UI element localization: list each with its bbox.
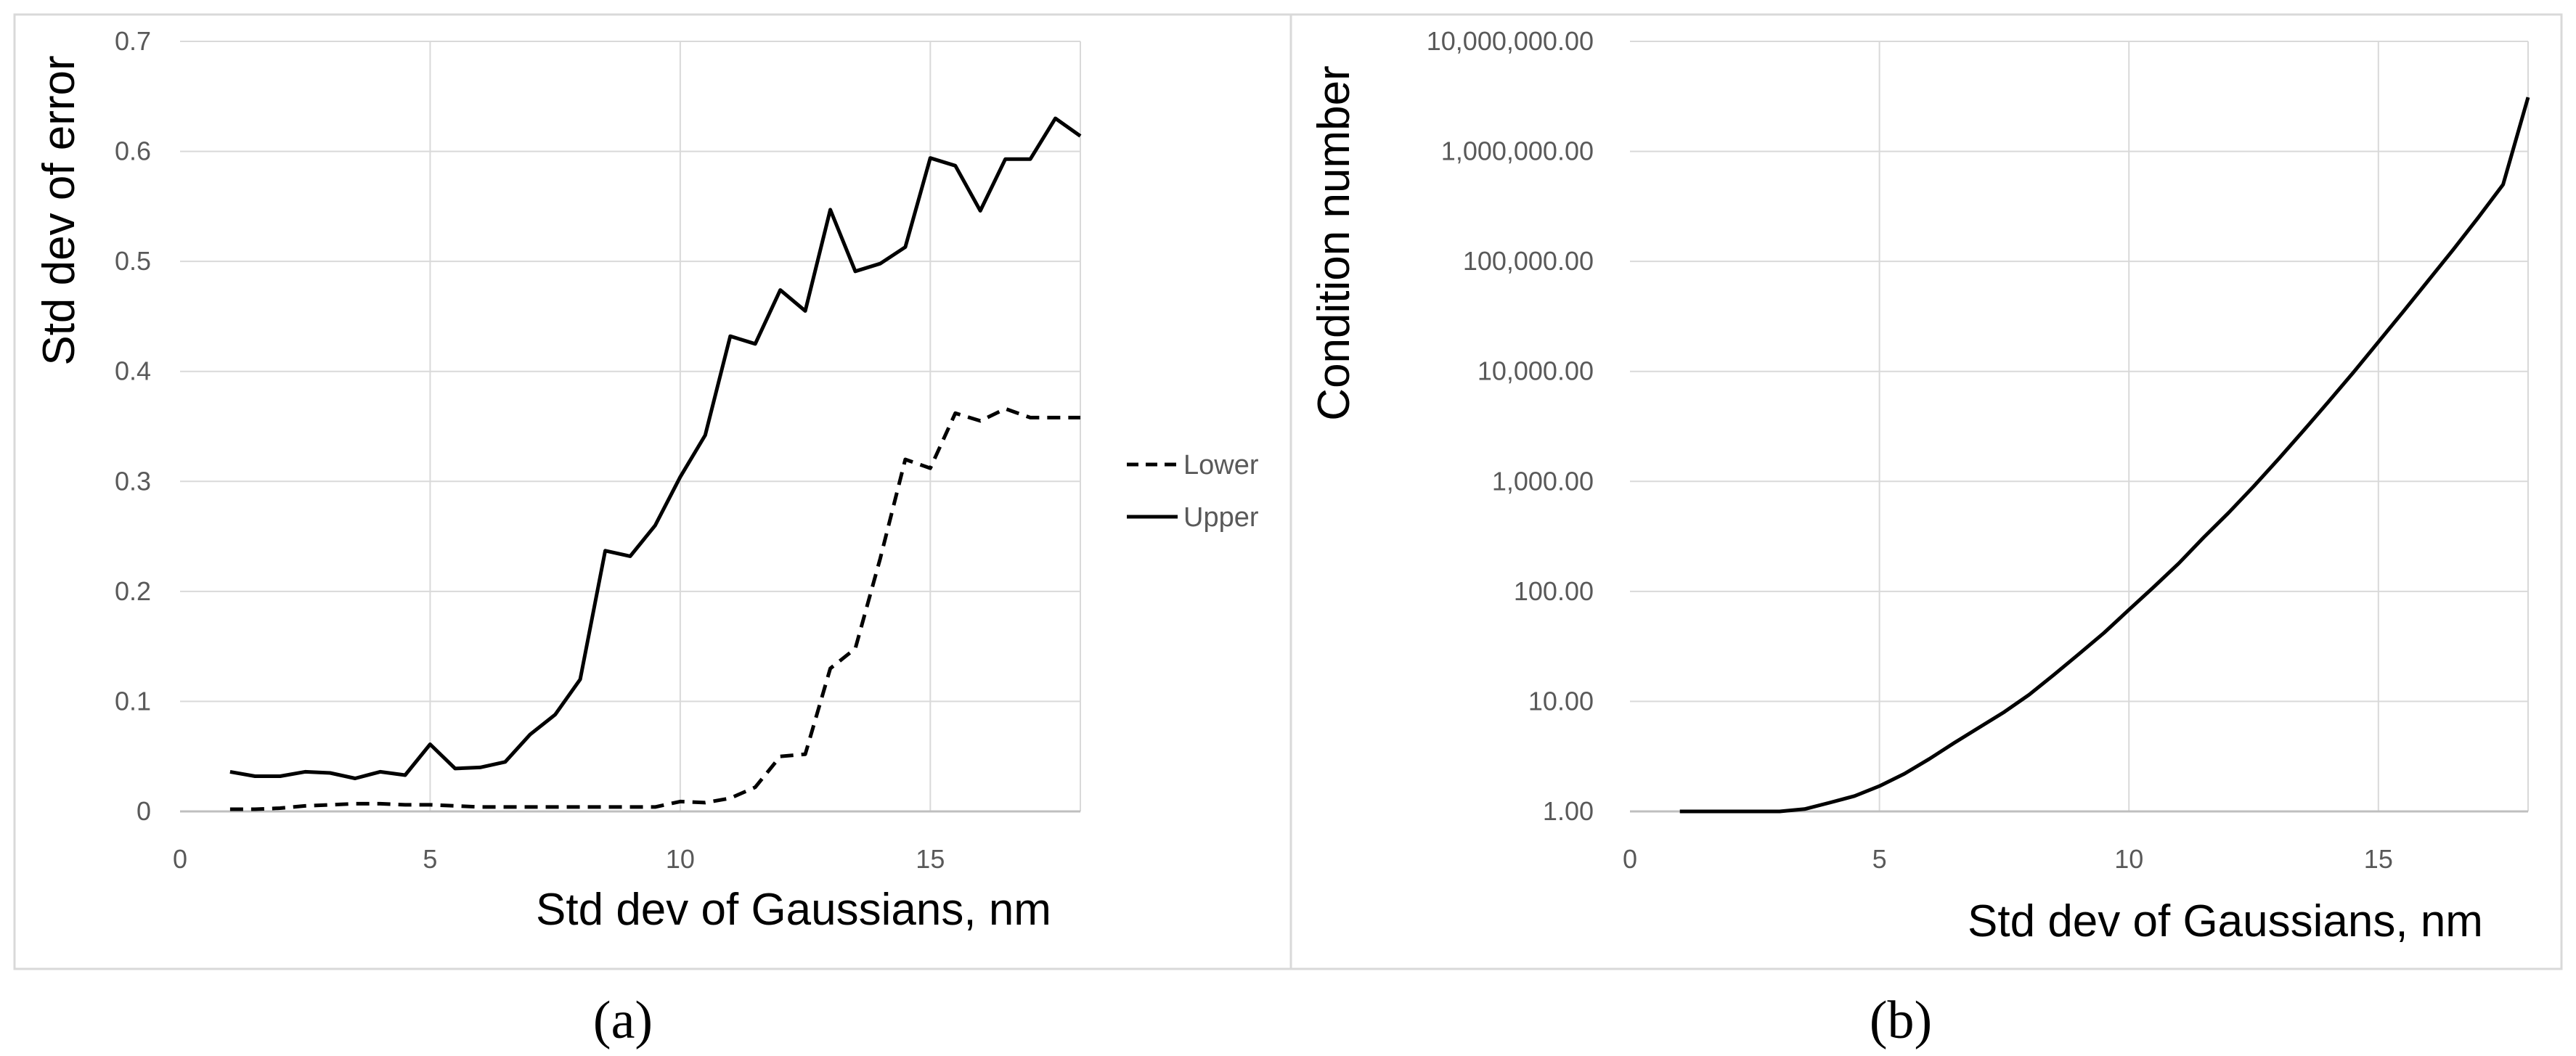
chart-b-y-tick-label: 100,000.00 <box>1463 246 1594 276</box>
chart-a-series-upper-line <box>229 116 1082 780</box>
panel-a-label: (a) <box>593 991 653 1050</box>
chart-a-y-tick-label: 0.7 <box>115 26 151 56</box>
chart-a-series <box>229 116 1082 811</box>
chart-a-y-tick-label: 0.6 <box>115 136 151 166</box>
chart-b-y-tick-label: 10.00 <box>1528 686 1594 716</box>
chart-b-x-ticks: 0 5 10 15 <box>1623 844 2393 874</box>
chart-b-y-tick-label: 1,000.00 <box>1492 466 1594 496</box>
chart-a-x-tick-label: 15 <box>916 844 945 874</box>
chart-a-y-tick-label: 0 <box>136 796 151 826</box>
panel-b-label: (b) <box>1870 991 1932 1050</box>
legend-lower-label: Lower <box>1183 450 1259 480</box>
chart-a-series-lower-line <box>229 406 1080 811</box>
chart-b: 1.00 10.00 100.00 1,000.00 10,000.00 100,000.… <box>1309 26 2530 946</box>
chart-a-y-tick-label: 0.1 <box>115 686 151 716</box>
chart-a: 0 0.1 0.2 0.3 0.4 0.5 0.6 0.7 0 5 10 15 Std dev of… <box>34 26 1259 935</box>
chart-b-x-axis-title: Std dev of Gaussians, nm <box>1968 896 2483 946</box>
chart-b-x-tick-label: 5 <box>1872 844 1887 874</box>
chart-b-x-tick-label: 10 <box>2114 844 2143 874</box>
chart-b-y-tick-label: 1,000,000.00 <box>1441 136 1594 166</box>
chart-b-x-tick-label: 15 <box>2364 844 2393 874</box>
chart-a-y-ticks: 0 0.1 0.2 0.3 0.4 0.5 0.6 0.7 <box>115 26 151 826</box>
chart-b-y-tick-label: 10,000.00 <box>1477 356 1594 386</box>
chart-a-y-axis-title: Std dev of error <box>34 55 84 365</box>
chart-a-grid <box>180 41 1081 813</box>
chart-b-y-tick-label: 10,000,000.00 <box>1427 26 1594 56</box>
chart-a-y-tick-label: 0.5 <box>115 246 151 276</box>
chart-b-x-tick-label: 0 <box>1623 844 1637 874</box>
chart-a-y-tick-label: 0.2 <box>115 576 151 606</box>
chart-b-y-ticks: 1.00 10.00 100.00 1,000.00 10,000.00 100,000.… <box>1427 26 1594 826</box>
chart-a-y-tick-label: 0.4 <box>115 356 151 386</box>
chart-b-series-line <box>1679 97 2530 814</box>
chart-a-x-tick-label: 0 <box>173 844 187 874</box>
chart-a-y-tick-label: 0.3 <box>115 466 151 496</box>
chart-a-x-axis-title: Std dev of Gaussians, nm <box>536 885 1051 935</box>
chart-a-x-tick-label: 5 <box>423 844 437 874</box>
chart-a-legend: Lower Upper <box>1127 450 1259 533</box>
chart-b-y-tick-label: 1.00 <box>1543 796 1594 826</box>
chart-a-x-ticks: 0 5 10 15 <box>173 844 945 874</box>
chart-a-x-tick-label: 10 <box>666 844 695 874</box>
chart-b-grid <box>1630 41 2529 813</box>
chart-b-y-axis-title: Condition number <box>1309 65 1359 420</box>
legend-upper-label: Upper <box>1183 502 1259 533</box>
panel-a-border <box>13 13 1292 970</box>
chart-b-y-tick-label: 100.00 <box>1514 576 1594 606</box>
chart-b-series <box>1679 97 2530 814</box>
panel-b-border <box>1289 13 2563 970</box>
